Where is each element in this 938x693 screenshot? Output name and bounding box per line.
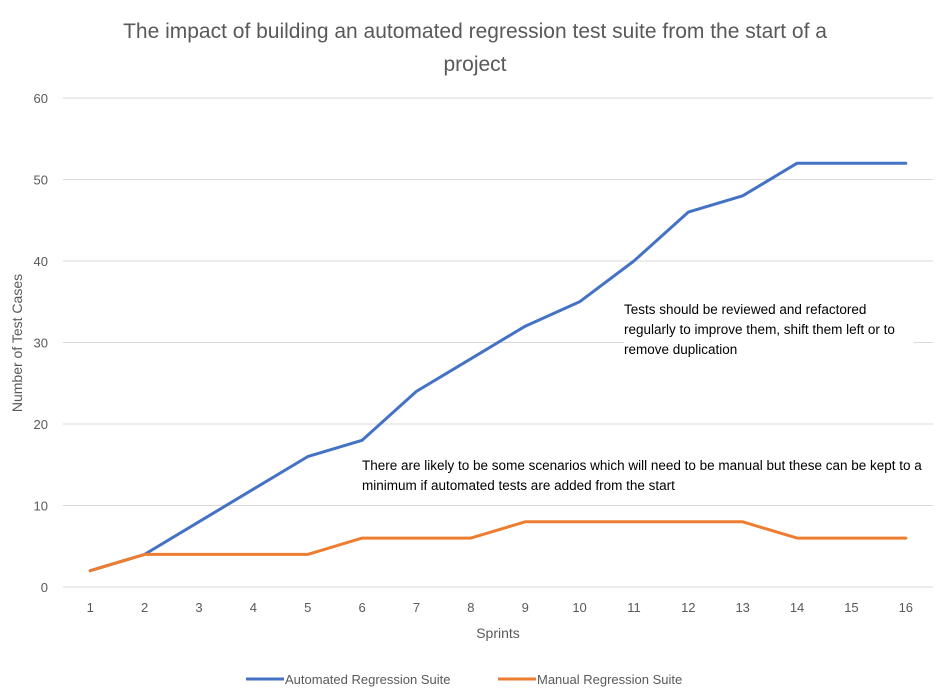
y-axis-ticks: 0 10 20 30 40 50 60 xyxy=(34,91,48,595)
legend-label: Manual Regression Suite xyxy=(537,672,682,687)
legend: Automated Regression Suite Manual Regress… xyxy=(246,672,682,687)
annotation-refactor-note: Tests should be reviewed and refactored … xyxy=(624,300,914,360)
annotation-manual-note: There are likely to be some scenarios wh… xyxy=(362,456,922,496)
series-line-2 xyxy=(88,520,908,573)
x-tick-label: 11 xyxy=(627,600,641,615)
y-axis-label: Number of Test Cases xyxy=(9,274,25,412)
x-tick-label: 12 xyxy=(681,600,695,615)
y-tick-label: 10 xyxy=(34,499,48,514)
gridlines xyxy=(63,97,933,588)
x-axis-label: Sprints xyxy=(476,625,520,641)
series-line-1 xyxy=(88,161,908,573)
x-tick-label: 3 xyxy=(195,600,202,615)
chart-title-line-2: project xyxy=(443,53,506,76)
x-tick-label: 14 xyxy=(790,600,804,615)
y-tick-label: 0 xyxy=(41,580,48,595)
x-tick-label: 16 xyxy=(899,600,913,615)
legend-label: Automated Regression Suite xyxy=(285,672,450,687)
x-tick-label: 8 xyxy=(467,600,474,615)
x-tick-label: 1 xyxy=(87,600,94,615)
y-tick-label: 40 xyxy=(34,254,48,269)
x-tick-label: 10 xyxy=(572,600,586,615)
x-tick-label: 15 xyxy=(844,600,858,615)
x-tick-label: 2 xyxy=(141,600,148,615)
series-lines xyxy=(88,161,908,573)
x-axis-ticks: 1 2 3 4 5 6 7 8 9 10 11 12 13 14 15 16 xyxy=(87,600,913,615)
y-tick-label: 30 xyxy=(34,336,48,351)
chart-title-line-1: The impact of building an automated regr… xyxy=(123,20,827,43)
x-tick-label: 6 xyxy=(358,600,365,615)
y-tick-label: 50 xyxy=(34,173,48,188)
y-tick-label: 20 xyxy=(34,417,48,432)
y-tick-label: 60 xyxy=(34,91,48,106)
x-tick-label: 4 xyxy=(250,600,257,615)
x-tick-label: 13 xyxy=(735,600,749,615)
x-tick-label: 5 xyxy=(304,600,311,615)
x-tick-label: 7 xyxy=(413,600,420,615)
x-tick-label: 9 xyxy=(522,600,529,615)
